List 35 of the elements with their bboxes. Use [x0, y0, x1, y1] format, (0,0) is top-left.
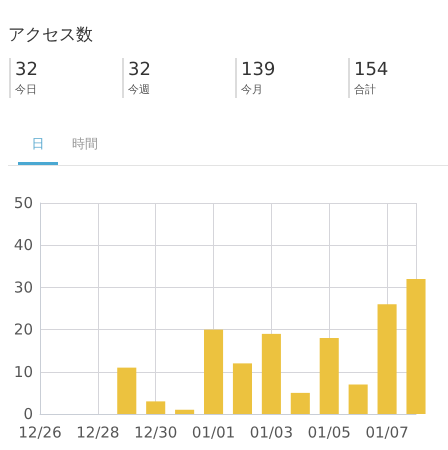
x-tick-label: 01/05	[308, 424, 351, 442]
category-label: 今日	[15, 83, 37, 97]
y-tick-label: 40	[14, 236, 33, 254]
bar	[146, 401, 166, 414]
bar	[320, 338, 339, 414]
bar	[262, 334, 281, 414]
data-label: 32	[15, 59, 38, 80]
x-tick-label: 01/01	[192, 424, 236, 442]
bar	[232, 363, 252, 414]
bar	[290, 392, 310, 414]
bar	[204, 330, 224, 414]
bar	[406, 278, 426, 414]
y-tick-label: 50	[14, 194, 33, 212]
x-tick-label: 12/30	[134, 424, 178, 442]
category-label: 合計	[354, 83, 376, 97]
y-tick-label: 10	[14, 362, 33, 381]
category-label: 今週	[128, 83, 150, 97]
text: 日	[30, 137, 46, 153]
data-label: 154	[354, 59, 388, 80]
category-label: 今月	[241, 83, 263, 97]
text: アクセス数	[8, 24, 93, 46]
bar	[117, 368, 136, 414]
data-label: 32	[128, 59, 151, 80]
x-tick-label: 01/03	[250, 424, 293, 442]
x-tick-label: 12/28	[76, 424, 120, 442]
bar	[348, 384, 368, 414]
x-tick-label: 01/07	[365, 424, 409, 442]
y-tick-label: 20	[14, 320, 33, 339]
x-tick-label: 12/26	[18, 424, 62, 442]
bar	[175, 410, 194, 414]
y-tick-label: 0	[23, 405, 33, 423]
bar	[378, 304, 397, 414]
text: 時間	[71, 137, 99, 153]
data-label: 139	[241, 59, 276, 80]
y-tick-label: 30	[14, 278, 33, 296]
